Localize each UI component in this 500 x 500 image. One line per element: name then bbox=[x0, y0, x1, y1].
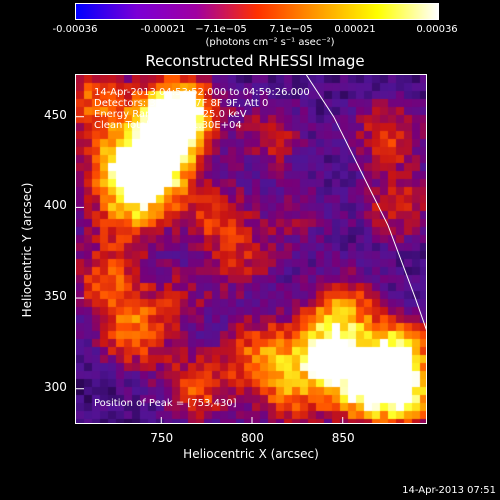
x-tick-label: 750 bbox=[150, 431, 174, 445]
y-tick-label: 450 bbox=[44, 107, 67, 122]
colorbar-tick-label: -0.00021 bbox=[140, 24, 186, 35]
colorbar-tick-label: 7.1e−05 bbox=[269, 24, 313, 35]
x-tick-label: 800 bbox=[241, 431, 264, 445]
plot-area bbox=[75, 74, 427, 424]
solar-limb-curve bbox=[306, 75, 426, 331]
heatmap-image bbox=[76, 75, 426, 423]
x-axis-label: Heliocentric X (arcsec) bbox=[183, 447, 319, 461]
y-tick-label: 400 bbox=[44, 198, 67, 213]
x-tick-label: 850 bbox=[331, 431, 355, 445]
colorbar-tick-label: 0.00036 bbox=[416, 24, 458, 35]
y-axis-label: Heliocentric Y (arcsec) bbox=[20, 182, 34, 318]
colorbar-tick-label: −7.1e−05 bbox=[195, 24, 247, 35]
plot-overlay bbox=[76, 75, 426, 423]
colorbar-tick-label: -0.00036 bbox=[52, 24, 98, 35]
chart-title: Reconstructed RHESSI Image bbox=[145, 52, 365, 70]
annotation-time-range: 14-Apr-2013 04:53:52.000 to 04:59:26.000 bbox=[94, 87, 310, 98]
footer-timestamp: 14-Apr-2013 07:51 bbox=[402, 485, 496, 496]
annotation-clean-counts: Clean Total counts: 1.30E+04 bbox=[94, 120, 242, 131]
annotation-energy-range: Energy Range: 12.0 - 25.0 keV bbox=[94, 109, 247, 120]
y-tick-label: 300 bbox=[44, 379, 67, 394]
colorbar-tick-label: 0.00021 bbox=[334, 24, 376, 35]
y-tick-label: 350 bbox=[44, 289, 67, 304]
annotation-peak-position: Position of Peak = [753,430] bbox=[94, 398, 237, 409]
colorbar bbox=[75, 3, 439, 20]
colorbar-units: (photons cm⁻² s⁻¹ asec⁻²) bbox=[205, 37, 335, 48]
annotation-detectors: Detectors: 3F 5F 6F 7F 8F 9F, Att 0 bbox=[94, 98, 269, 109]
